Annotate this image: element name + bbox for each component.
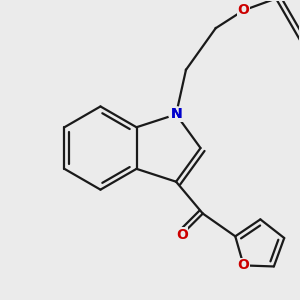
Text: O: O (238, 3, 249, 17)
Text: O: O (238, 258, 250, 272)
Text: N: N (170, 107, 182, 122)
Text: N: N (170, 107, 182, 122)
Text: O: O (176, 228, 188, 242)
